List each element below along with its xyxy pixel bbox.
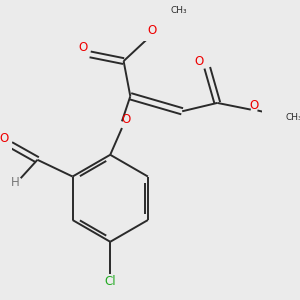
Text: Cl: Cl bbox=[104, 275, 116, 288]
Text: CH₃: CH₃ bbox=[286, 113, 300, 122]
Text: H: H bbox=[11, 176, 19, 189]
Text: O: O bbox=[147, 25, 157, 38]
Text: CH₃: CH₃ bbox=[170, 6, 187, 15]
Text: O: O bbox=[0, 132, 9, 145]
Text: O: O bbox=[250, 99, 259, 112]
Text: O: O bbox=[194, 55, 203, 68]
Text: O: O bbox=[122, 113, 131, 126]
Text: O: O bbox=[79, 41, 88, 54]
